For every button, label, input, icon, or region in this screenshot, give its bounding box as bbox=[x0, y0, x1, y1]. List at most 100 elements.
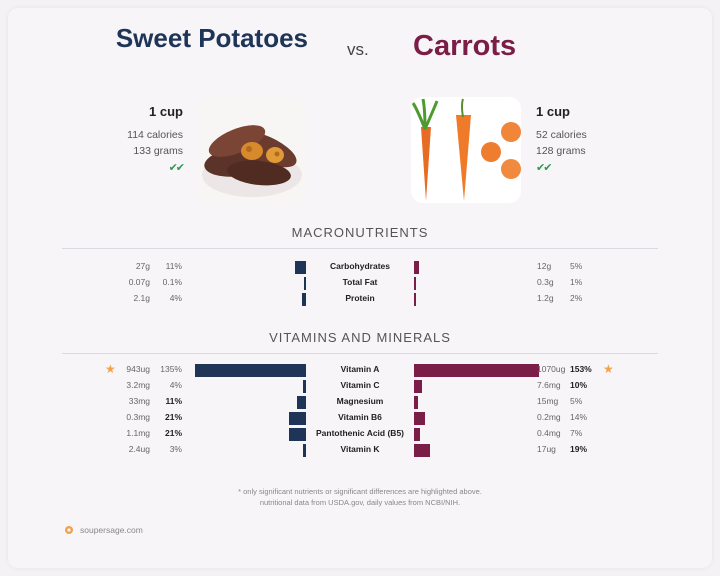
right-percent: 153% bbox=[570, 364, 592, 374]
macronutrients-divider bbox=[62, 248, 658, 249]
left-percent: 0.1% bbox=[162, 277, 182, 287]
left-amount: 2.1g bbox=[133, 293, 150, 303]
carrot-image bbox=[411, 97, 521, 203]
vitamins-divider bbox=[62, 353, 658, 354]
soupersage-logo-icon bbox=[65, 526, 73, 534]
left-calories: 114 calories bbox=[127, 129, 183, 141]
left-amount: 2.4ug bbox=[128, 444, 150, 454]
chart-row-vitamin-k: 2.4ug 3% Vitamin K 17ug 19% bbox=[0, 442, 720, 458]
right-calories: 52 calories bbox=[536, 129, 587, 141]
left-percent: 11% bbox=[165, 261, 182, 271]
left-percent: 135% bbox=[160, 364, 182, 374]
footnote-line-2: nutritional data from USDA.gov, daily va… bbox=[259, 498, 461, 507]
left-serving-size: 1 cup bbox=[149, 104, 183, 119]
left-food-title: Sweet Potatoes bbox=[115, 23, 308, 53]
vs-label: vs. bbox=[347, 40, 369, 59]
infographic-card bbox=[8, 8, 712, 568]
right-grams: 128 grams bbox=[536, 145, 586, 157]
left-amount: 943ug bbox=[126, 364, 150, 374]
left-percent: 4% bbox=[169, 293, 182, 303]
right-check-icon: ✔✔ bbox=[536, 162, 552, 174]
right-amount: 12g bbox=[537, 261, 552, 271]
footnote-line-1: * only significant nutrients or signific… bbox=[238, 487, 482, 496]
right-amount: 7.6mg bbox=[537, 380, 561, 390]
left-amount: 0.3mg bbox=[126, 412, 150, 422]
right-amount: 1.2g bbox=[537, 293, 554, 303]
right-bar bbox=[414, 379, 423, 393]
left-percent: 4% bbox=[169, 380, 182, 390]
right-bar bbox=[414, 292, 416, 306]
vitamins-heading: VITAMINS AND MINERALS bbox=[269, 330, 451, 345]
left-bar bbox=[296, 395, 306, 409]
left-amount: 3.2mg bbox=[126, 380, 150, 390]
nutrient-label: Pantothenic Acid (B5) bbox=[316, 428, 404, 438]
right-star-icon: ★ bbox=[603, 362, 614, 376]
left-check-icon: ✔✔ bbox=[168, 162, 185, 174]
left-amount: 27g bbox=[135, 261, 150, 271]
left-bar bbox=[295, 260, 306, 274]
left-serving-info: 1 cup 114 calories 133 grams ✔✔ bbox=[63, 104, 185, 174]
nutrient-label: Vitamin B6 bbox=[338, 412, 382, 422]
right-bar bbox=[414, 260, 419, 274]
right-bar bbox=[414, 276, 416, 290]
nutrient-label: Vitamin K bbox=[340, 444, 380, 454]
nutrient-label: Magnesium bbox=[336, 396, 384, 406]
left-percent: 21% bbox=[164, 428, 182, 438]
left-amount: 33mg bbox=[128, 396, 150, 406]
right-food-title: Carrots bbox=[413, 30, 517, 62]
footnote: * only significant nutrients or signific… bbox=[0, 486, 720, 508]
chart-row-total-fat: 0.07g 0.1% Total Fat 0.3g 1% bbox=[0, 275, 720, 291]
right-serving-info: 1 cup 52 calories 128 grams ✔✔ bbox=[536, 104, 656, 174]
left-percent: 3% bbox=[169, 444, 182, 454]
left-grams: 133 grams bbox=[133, 145, 183, 157]
sweet-potato-image bbox=[197, 97, 307, 203]
chart-row-vitamin-b6: 0.3mg 21% Vitamin B6 0.2mg 14% bbox=[0, 410, 720, 426]
sweet-potato-illustration bbox=[197, 97, 307, 203]
left-bar bbox=[288, 427, 306, 441]
carrot-illustration bbox=[411, 97, 521, 203]
chart-row-pantothenic-acid-b5: 1.1mg 21% Pantothenic Acid (B5) 0.4mg 7% bbox=[0, 426, 720, 442]
left-bar bbox=[302, 292, 306, 306]
nutrient-label: Vitamin C bbox=[340, 380, 380, 390]
right-serving-size: 1 cup bbox=[536, 104, 570, 119]
left-amount: 1.1mg bbox=[126, 428, 150, 438]
left-bar bbox=[303, 443, 306, 457]
left-percent: 21% bbox=[164, 412, 182, 422]
left-bar bbox=[304, 276, 306, 290]
left-bar bbox=[288, 411, 306, 425]
nutrient-label: Protein bbox=[345, 293, 375, 303]
right-bar bbox=[414, 395, 419, 409]
right-amount: 0.3g bbox=[537, 277, 554, 287]
right-amount: 0.4mg bbox=[537, 428, 561, 438]
right-amount: 1070ug bbox=[537, 364, 566, 374]
chart-row-carbohydrates: 27g 11% Carbohydrates 12g 5% bbox=[0, 259, 720, 275]
right-percent: 14% bbox=[570, 412, 588, 422]
left-percent: 11% bbox=[165, 396, 182, 406]
right-amount: 15mg bbox=[537, 396, 559, 406]
right-bar bbox=[414, 411, 426, 425]
left-bar bbox=[302, 379, 306, 393]
right-bar bbox=[414, 427, 420, 441]
right-bar bbox=[414, 443, 430, 457]
right-percent: 5% bbox=[570, 261, 583, 271]
nutrient-label: Carbohydrates bbox=[330, 261, 390, 271]
right-percent: 19% bbox=[570, 444, 588, 454]
right-percent: 2% bbox=[570, 293, 583, 303]
right-percent: 5% bbox=[570, 396, 583, 406]
left-bar bbox=[195, 363, 306, 377]
right-percent: 7% bbox=[570, 428, 583, 438]
chart-row-vitamin-c: 3.2mg 4% Vitamin C 7.6mg 10% bbox=[0, 378, 720, 394]
left-amount: 0.07g bbox=[128, 277, 150, 287]
right-percent: 10% bbox=[570, 380, 588, 390]
right-amount: 0.2mg bbox=[537, 412, 561, 422]
macronutrients-heading: MACRONUTRIENTS bbox=[291, 225, 429, 240]
left-star-icon: ★ bbox=[105, 362, 116, 376]
brand-link[interactable]: soupersage.com bbox=[80, 525, 143, 535]
chart-row-vitamin-a: 943ug 135% Vitamin A 1070ug 153% ★ ★ bbox=[0, 362, 720, 378]
nutrient-label: Total Fat bbox=[342, 277, 378, 287]
nutrient-label: Vitamin A bbox=[340, 364, 380, 374]
right-percent: 1% bbox=[570, 277, 583, 287]
chart-row-magnesium: 33mg 11% Magnesium 15mg 5% bbox=[0, 394, 720, 410]
right-amount: 17ug bbox=[537, 444, 556, 454]
chart-row-protein: 2.1g 4% Protein 1.2g 2% bbox=[0, 291, 720, 307]
